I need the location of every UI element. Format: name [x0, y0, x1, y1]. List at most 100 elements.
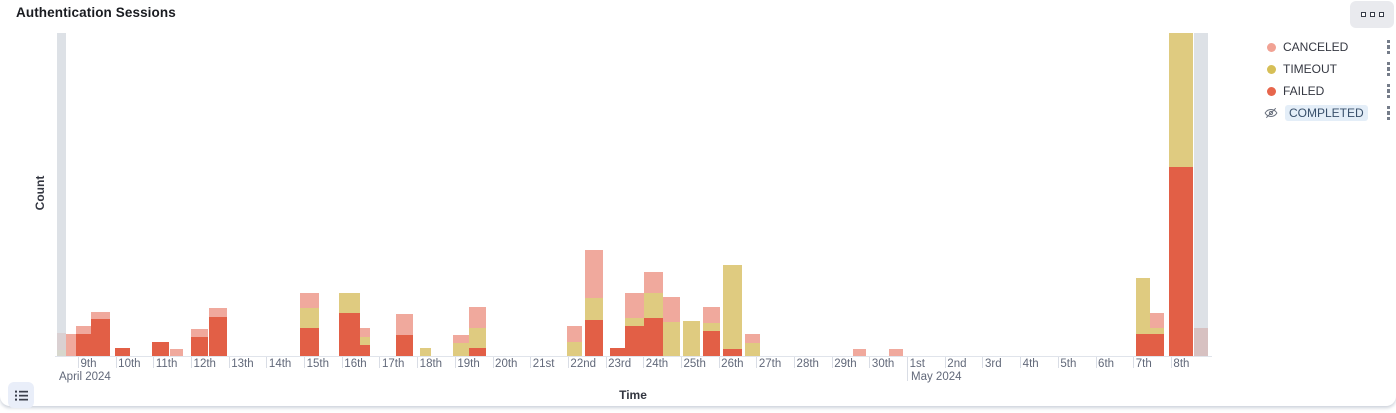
failed-bar-segment[interactable] [1136, 334, 1150, 356]
canceled-bar-segment[interactable] [745, 334, 760, 343]
x-axis-tick-label: 5th [1060, 358, 1077, 370]
failed-bar-segment[interactable] [644, 318, 663, 356]
x-axis-tick [1133, 357, 1135, 368]
canceled-bar-segment[interactable] [170, 349, 183, 356]
legend-item-label[interactable]: CANCELED [1283, 40, 1349, 54]
x-axis-tick [831, 357, 833, 368]
x-axis-tick [756, 357, 758, 368]
x-axis-tick [869, 357, 871, 368]
boxes-horizontal-icon [1360, 12, 1366, 17]
canceled-bar-segment[interactable] [703, 307, 720, 323]
failed-bar-segment[interactable] [191, 337, 208, 356]
failed-bar-segment[interactable] [585, 320, 603, 356]
canceled-bar-segment[interactable] [469, 307, 486, 328]
timeout-bar-segment[interactable] [745, 343, 760, 356]
failed-bar-segment[interactable] [723, 349, 742, 356]
x-axis-tick [341, 357, 343, 368]
failed-bar-segment[interactable] [703, 331, 720, 356]
legend-toggle-button[interactable] [8, 382, 34, 408]
failed-bar-segment[interactable] [625, 326, 644, 356]
failed-bar-segment[interactable] [115, 348, 130, 356]
canceled-bar-segment[interactable] [853, 349, 866, 356]
failed-bar-segment[interactable] [91, 319, 110, 356]
canceled-bar-segment[interactable] [625, 293, 644, 318]
canceled-bar-segment[interactable] [209, 308, 227, 317]
x-axis-tick-label: 11th [155, 358, 178, 370]
x-axis-tick-label: 9th [80, 358, 97, 370]
canceled-bar-segment[interactable] [585, 250, 603, 298]
legend-item[interactable]: COMPLETED [1264, 102, 1392, 124]
canceled-bar-segment[interactable] [91, 312, 110, 319]
failed-bar-segment[interactable] [469, 348, 486, 356]
x-axis-tick-label: 15th [306, 358, 329, 370]
canceled-bar-segment[interactable] [644, 272, 663, 293]
timeout-bar-segment[interactable] [625, 318, 644, 326]
legend-item-actions-icon[interactable] [1385, 60, 1393, 79]
x-axis-month-label: April 2024 [59, 371, 111, 383]
timeout-bar-segment[interactable] [360, 337, 370, 345]
legend-item[interactable]: FAILED [1264, 80, 1392, 102]
timeout-bar-segment[interactable] [300, 308, 319, 328]
failed-bar-segment[interactable] [76, 334, 91, 356]
failed-bar-segment[interactable] [396, 335, 413, 356]
failed-bar-segment[interactable] [339, 313, 360, 356]
x-axis-tick [907, 357, 909, 381]
failed-bar-segment[interactable] [152, 342, 169, 356]
timeout-bar-segment[interactable] [1150, 328, 1164, 334]
canceled-bar-segment[interactable] [663, 297, 680, 322]
legend-item-label[interactable]: FAILED [1283, 84, 1325, 98]
x-axis-tick [530, 357, 532, 368]
timeout-bar-segment[interactable] [585, 298, 603, 320]
timeout-bar-segment[interactable] [1136, 278, 1150, 334]
timeout-bar-segment[interactable] [703, 323, 720, 331]
x-axis-tick [794, 357, 796, 368]
x-axis-tick [379, 357, 381, 368]
failed-bar-segment[interactable] [610, 348, 625, 356]
timeout-bar-segment[interactable] [723, 265, 742, 349]
canceled-bar-segment[interactable] [453, 335, 469, 343]
canceled-bar-segment[interactable] [300, 293, 319, 308]
legend-item-label[interactable]: COMPLETED [1285, 105, 1368, 121]
canceled-bar-segment[interactable] [889, 349, 903, 356]
legend-item[interactable]: CANCELED [1264, 36, 1392, 58]
failed-bar-segment[interactable] [1169, 167, 1193, 356]
legend-item-actions-icon[interactable] [1385, 82, 1393, 101]
eye-slash-icon [1264, 107, 1278, 119]
timeout-bar-segment[interactable] [420, 348, 431, 356]
legend-item[interactable]: TIMEOUT [1264, 58, 1392, 80]
failed-bar-segment[interactable] [1150, 334, 1164, 356]
x-axis-tick-label: 24th [645, 358, 669, 370]
canceled-bar-segment[interactable] [360, 328, 370, 337]
timeout-bar-segment[interactable] [469, 328, 486, 348]
timeout-bar-segment[interactable] [1169, 33, 1193, 167]
timeout-bar-segment[interactable] [663, 322, 680, 356]
panel-options-button[interactable] [1350, 1, 1394, 28]
x-axis-tick [115, 357, 117, 368]
canceled-bar-segment[interactable] [76, 326, 91, 334]
legend-item-actions-icon[interactable] [1385, 104, 1393, 123]
timeout-bar-segment[interactable] [567, 342, 582, 356]
canceled-bar-segment[interactable] [191, 329, 208, 337]
failed-bar-segment[interactable] [300, 328, 319, 356]
canceled-bar-segment[interactable] [66, 334, 76, 356]
panel-title: Authentication Sessions [16, 5, 176, 20]
canceled-bar-segment[interactable] [567, 326, 582, 342]
x-axis-tick [417, 357, 419, 368]
canceled-bar-segment[interactable] [1150, 313, 1164, 328]
legend-item-actions-icon[interactable] [1385, 38, 1393, 57]
timeout-bar-segment[interactable] [644, 293, 663, 318]
x-axis-tick-label: 1st [909, 358, 925, 370]
x-axis-tick [718, 357, 720, 368]
partial-bucket-overlay [1194, 33, 1208, 356]
failed-bar-segment[interactable] [360, 345, 370, 356]
failed-bar-segment[interactable] [209, 317, 227, 356]
timeout-bar-segment[interactable] [339, 293, 360, 313]
timeout-bar-segment[interactable] [453, 343, 469, 356]
x-axis-tick-label: 26th [721, 358, 744, 370]
x-axis-tick [228, 357, 230, 368]
x-axis-tick-label: 8th [1173, 358, 1190, 370]
timeout-bar-segment[interactable] [683, 321, 700, 356]
canceled-bar-segment[interactable] [396, 314, 413, 335]
x-axis-tick [78, 357, 79, 368]
legend-item-label[interactable]: TIMEOUT [1283, 62, 1337, 76]
